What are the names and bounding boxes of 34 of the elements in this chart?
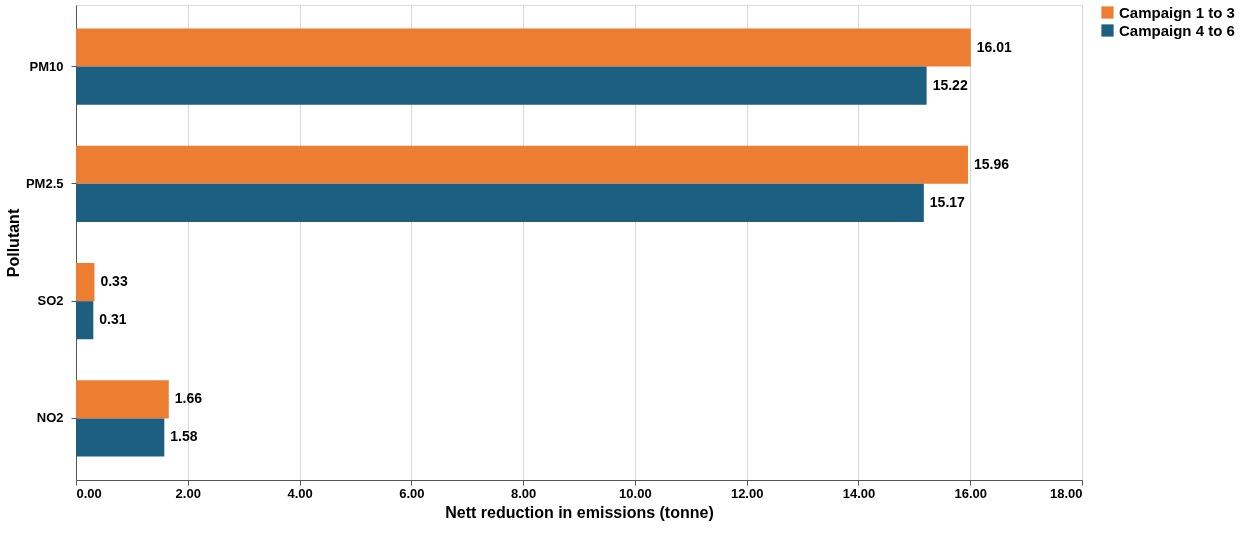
bar <box>76 145 968 184</box>
data-label: 16.01 <box>976 38 1013 55</box>
bar <box>76 380 169 419</box>
y-axis-title: Pollutant <box>4 208 22 278</box>
x-tick-label: 8.00 <box>510 485 537 501</box>
bar <box>76 183 924 222</box>
x-tick-label: 14.00 <box>842 485 876 501</box>
y-tick-label: SO2 <box>37 293 64 309</box>
data-label: 1.66 <box>174 390 203 407</box>
legend-label: Campaign 1 to 3 <box>1119 3 1235 21</box>
x-tick-label: 6.00 <box>399 485 425 501</box>
y-tick-label: PM2.5 <box>25 175 64 191</box>
x-tick-label: 4.00 <box>287 485 313 501</box>
x-tick-label: 16.00 <box>954 485 987 501</box>
bar <box>76 418 165 457</box>
data-label: 0.31 <box>99 311 127 328</box>
bar <box>76 66 927 105</box>
data-label: 1.58 <box>170 428 198 445</box>
x-tick-label: 12.00 <box>730 485 764 501</box>
data-label: 15.96 <box>973 155 1010 172</box>
data-label: 15.17 <box>929 193 966 210</box>
x-tick-label: 18.00 <box>1049 485 1083 501</box>
data-label: 15.22 <box>932 76 968 93</box>
x-axis-title: Nett reduction in emissions (tonne) <box>445 503 714 521</box>
bar <box>76 28 971 67</box>
x-tick-label: 0.00 <box>76 485 102 501</box>
y-tick-label: PM10 <box>29 58 64 74</box>
legend-label: Campaign 4 to 6 <box>1119 21 1235 39</box>
y-tick-label: NO2 <box>36 410 64 426</box>
x-tick-label: 2.00 <box>175 485 201 501</box>
bar <box>76 263 95 302</box>
bar <box>76 301 94 340</box>
data-label: 0.33 <box>100 273 128 290</box>
x-tick-label: 10.00 <box>619 485 652 501</box>
